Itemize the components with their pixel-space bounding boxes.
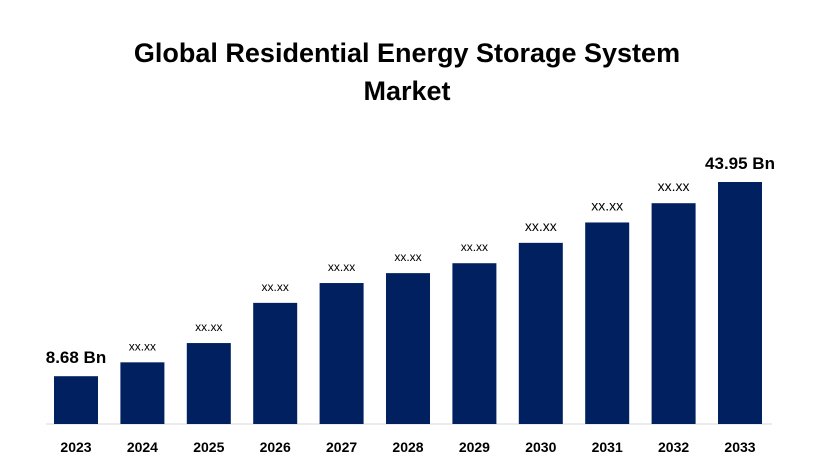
x-tick-label-2023: 2023: [60, 439, 91, 455]
data-label-2032: xx.xx: [658, 178, 690, 194]
bar-2025: [186, 343, 231, 424]
x-tick-label-2025: 2025: [193, 439, 224, 455]
data-label-2029: xx.xx: [461, 240, 488, 254]
chart-title-line-1: Global Residential Energy Storage System: [133, 38, 681, 68]
bars-group: [54, 182, 762, 424]
data-label-2031: xx.xx: [591, 197, 623, 213]
x-tick-label-2033: 2033: [724, 439, 755, 455]
bar-2031: [585, 222, 630, 424]
x-tick-label-2032: 2032: [658, 439, 689, 455]
data-label-2024: xx.xx: [129, 339, 156, 353]
x-tick-labels-group: 2023 2024 2025 2026 2027 2028 2029 2030 2031 2032…: [60, 439, 755, 455]
data-label-2027: xx.xx: [328, 260, 355, 274]
bar-2029: [452, 263, 497, 424]
x-tick-label-2031: 2031: [592, 439, 623, 455]
x-tick-label-2028: 2028: [392, 439, 423, 455]
bar-2027: [319, 283, 364, 424]
bar-2033: [718, 182, 762, 424]
bar-2032: [651, 203, 696, 424]
data-label-2028: xx.xx: [394, 250, 421, 264]
bar-2028: [386, 273, 430, 424]
data-label-2025: xx.xx: [195, 320, 222, 334]
bar-2023: [54, 376, 98, 424]
x-tick-label-2030: 2030: [525, 439, 556, 455]
x-tick-label-2026: 2026: [260, 439, 291, 455]
data-label-2023: 8.68 Bn: [46, 348, 106, 367]
bar-2024: [120, 362, 165, 424]
data-label-2033: 43.95 Bn: [705, 154, 775, 173]
x-tick-label-2024: 2024: [127, 439, 158, 455]
data-label-2026: xx.xx: [262, 280, 289, 294]
data-labels-group: 8.68 Bn xx.xx xx.xx xx.xx xx.xx xx.xx xx.xx xx.…: [46, 154, 775, 367]
x-tick-label-2027: 2027: [326, 439, 357, 455]
chart-title-line-2: Market: [363, 76, 451, 106]
bar-2026: [253, 302, 298, 424]
chart-title: Global Residential Energy Storage System…: [0, 34, 814, 110]
data-label-2030: xx.xx: [525, 218, 557, 234]
x-tick-label-2029: 2029: [459, 439, 490, 455]
bar-2030: [518, 242, 563, 424]
